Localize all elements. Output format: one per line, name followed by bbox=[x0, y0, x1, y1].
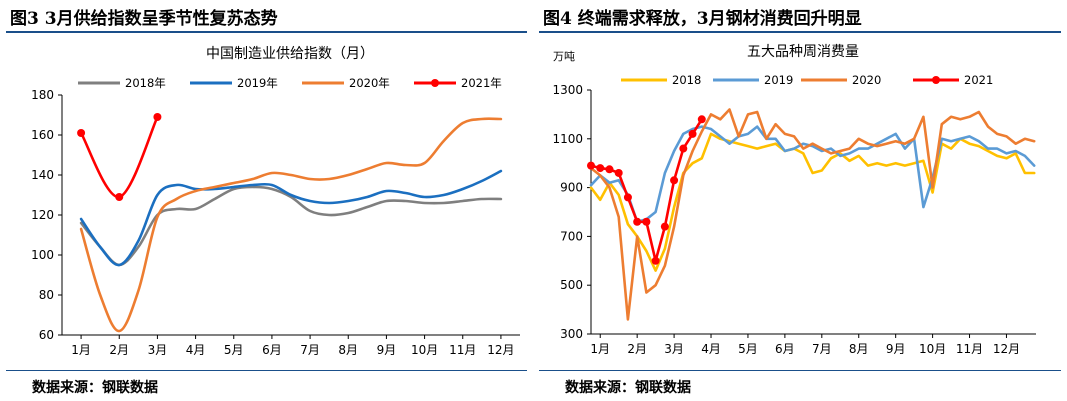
chart-title: 中国制造业供给指数（月） bbox=[206, 46, 374, 62]
source-note: 数据来源：钢联数据 bbox=[565, 380, 691, 396]
y-tick-label: 60 bbox=[39, 328, 54, 342]
legend-label: 2018 bbox=[672, 73, 701, 87]
y-tick-label: 900 bbox=[560, 181, 583, 195]
legend-label: 2020 bbox=[852, 73, 881, 87]
x-tick-label: 5月 bbox=[738, 342, 758, 356]
y-tick-label: 1100 bbox=[552, 132, 583, 146]
figure-panel-right: 图4 终端需求释放，3月钢材消费回升明显 五大品种周消费量 万吨 300 500 700… bbox=[533, 0, 1067, 401]
x-tick-label: 7月 bbox=[300, 343, 320, 357]
x-tick-label: 12月 bbox=[993, 342, 1020, 356]
x-tick-label: 11月 bbox=[449, 343, 476, 357]
x-tick-label: 9月 bbox=[886, 342, 906, 356]
y-tick-label: 300 bbox=[560, 327, 583, 341]
x-tick-label: 12月 bbox=[487, 343, 514, 357]
x-tick-label: 1月 bbox=[590, 342, 610, 356]
y-tick-label: 1300 bbox=[552, 83, 583, 97]
data-point-2021 bbox=[596, 164, 605, 173]
weekly-consumption-chart: 五大品种周消费量 万吨 300 500 700 900 1100 1300 1月 2月 3月 4月 5月… bbox=[552, 44, 1036, 356]
figure-title: 图3 3月供给指数呈季节性复苏态势 bbox=[10, 9, 278, 29]
series-line-2018年 bbox=[79, 185, 503, 267]
data-point-2021 bbox=[587, 161, 595, 170]
series-line-2020 bbox=[589, 108, 1036, 321]
x-tick-label: 1月 bbox=[71, 343, 91, 357]
data-point-2021 bbox=[670, 176, 679, 185]
figure-panel-left: 图3 3月供给指数呈季节性复苏态势 中国制造业供给指数（月） 60 80 100 120… bbox=[0, 0, 533, 401]
legend-label: 2018年 bbox=[125, 76, 166, 90]
data-point-2021 bbox=[651, 256, 660, 265]
data-point-2021 bbox=[623, 193, 632, 202]
y-tick-label: 700 bbox=[560, 229, 583, 243]
y-tick-label: 80 bbox=[39, 288, 54, 302]
x-tick-label: 8月 bbox=[849, 342, 869, 356]
title-rule bbox=[539, 31, 1061, 33]
legend-label: 2021 bbox=[964, 73, 993, 87]
legend-label: 2021年 bbox=[461, 76, 502, 90]
legend-label: 2019年 bbox=[237, 76, 278, 90]
x-tick-label: 8月 bbox=[338, 343, 358, 357]
figure-title: 图4 终端需求释放，3月钢材消费回升明显 bbox=[543, 9, 862, 29]
x-tick-label: 2月 bbox=[109, 343, 129, 357]
legend-label: 2019 bbox=[764, 73, 793, 87]
series-line-2019年 bbox=[79, 169, 503, 267]
x-tick-label: 9月 bbox=[377, 343, 397, 357]
data-point-2021 bbox=[642, 217, 651, 226]
data-point-2021 bbox=[688, 129, 697, 138]
x-tick-label: 7月 bbox=[812, 342, 832, 356]
y-tick-label: 100 bbox=[31, 248, 54, 262]
legend-marker-2021 bbox=[932, 76, 940, 84]
chart-title: 五大品种周消费量 bbox=[747, 44, 859, 60]
supply-index-chart: 中国制造业供给指数（月） 60 80 100 120 140 160 180 1月 2月 3月 4月 5… bbox=[31, 46, 520, 357]
data-point-2021 bbox=[605, 165, 614, 174]
data-point-2021 bbox=[614, 168, 623, 177]
data-point-2021年 bbox=[77, 129, 86, 137]
legend-label: 2020年 bbox=[349, 76, 390, 90]
data-point-2021 bbox=[679, 144, 688, 153]
x-tick-label: 10月 bbox=[919, 342, 946, 356]
data-point-2021 bbox=[633, 217, 642, 226]
data-point-2021 bbox=[697, 115, 706, 124]
y-tick-label: 140 bbox=[31, 168, 54, 182]
x-tick-label: 3月 bbox=[148, 343, 168, 357]
series-line-2021 bbox=[589, 118, 704, 263]
source-note: 数据来源：钢联数据 bbox=[32, 380, 158, 396]
legend-marker-2021年 bbox=[431, 79, 439, 87]
x-tick-label: 5月 bbox=[224, 343, 244, 357]
series-line-2020年 bbox=[79, 117, 503, 333]
source-rule bbox=[6, 370, 527, 371]
x-tick-label: 6月 bbox=[775, 342, 795, 356]
source-rule bbox=[539, 370, 1061, 371]
data-point-2021年 bbox=[153, 113, 162, 121]
data-point-2021 bbox=[660, 222, 669, 231]
y-tick-label: 180 bbox=[31, 88, 54, 102]
title-rule bbox=[6, 31, 527, 33]
data-point-2021年 bbox=[115, 193, 124, 201]
x-tick-label: 10月 bbox=[411, 343, 438, 357]
y-tick-label: 500 bbox=[560, 278, 583, 292]
x-tick-label: 2月 bbox=[627, 342, 647, 356]
series-line-2021年 bbox=[79, 115, 159, 199]
y-axis-unit: 万吨 bbox=[553, 50, 575, 63]
y-tick-label: 120 bbox=[31, 208, 54, 222]
y-tick-label: 160 bbox=[31, 128, 54, 142]
x-tick-label: 4月 bbox=[186, 343, 206, 357]
x-tick-label: 6月 bbox=[262, 343, 282, 357]
x-tick-label: 3月 bbox=[664, 342, 684, 356]
series-line-2019 bbox=[589, 125, 1036, 224]
x-tick-label: 11月 bbox=[956, 342, 983, 356]
x-tick-label: 4月 bbox=[701, 342, 721, 356]
